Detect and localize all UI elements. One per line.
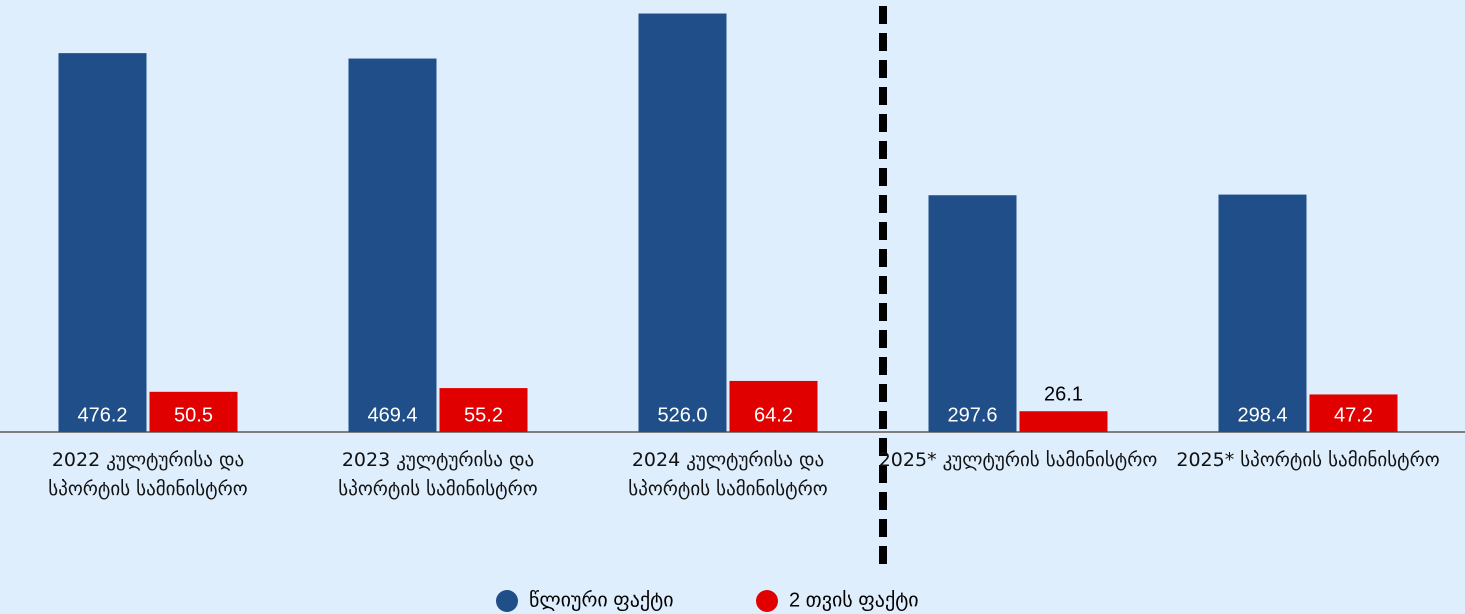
bar bbox=[638, 13, 727, 432]
data-label: 476.2 bbox=[77, 404, 127, 426]
legend-marker bbox=[496, 590, 518, 612]
bar bbox=[1218, 194, 1307, 432]
data-label: 469.4 bbox=[367, 404, 417, 426]
legend-marker bbox=[756, 590, 778, 612]
data-label: 26.1 bbox=[1044, 384, 1083, 406]
data-label: 526.0 bbox=[657, 404, 707, 426]
x-tick-label: 2023 კულტურისა და სპორტის სამინისტრო bbox=[338, 449, 538, 500]
data-label: 50.5 bbox=[174, 404, 213, 426]
x-tick-label: 2025* კულტურის სამინისტრო bbox=[878, 449, 1158, 471]
bar bbox=[1019, 411, 1108, 432]
bar bbox=[439, 388, 528, 432]
data-label: 47.2 bbox=[1334, 404, 1373, 426]
x-tick-label: 2025* სპორტის სამინისტრო bbox=[1176, 449, 1440, 471]
bar bbox=[729, 380, 818, 432]
bar bbox=[1309, 394, 1398, 432]
legend-label: 2 თვის ფაქტი bbox=[789, 589, 919, 611]
x-tick-label: 2022 კულტურისა და სპორტის სამინისტრო bbox=[48, 449, 248, 500]
legend-label: წლიური ფაქტი bbox=[529, 589, 674, 611]
data-label: 298.4 bbox=[1237, 404, 1287, 426]
bar bbox=[928, 195, 1017, 432]
bar bbox=[58, 53, 147, 433]
bar bbox=[348, 58, 437, 433]
x-tick-label: 2024 კულტურისა და სპორტის სამინისტრო bbox=[628, 449, 828, 500]
data-label: 297.6 bbox=[947, 404, 997, 426]
bar bbox=[149, 391, 238, 432]
data-label: 64.2 bbox=[754, 404, 793, 426]
data-label: 55.2 bbox=[464, 404, 503, 426]
